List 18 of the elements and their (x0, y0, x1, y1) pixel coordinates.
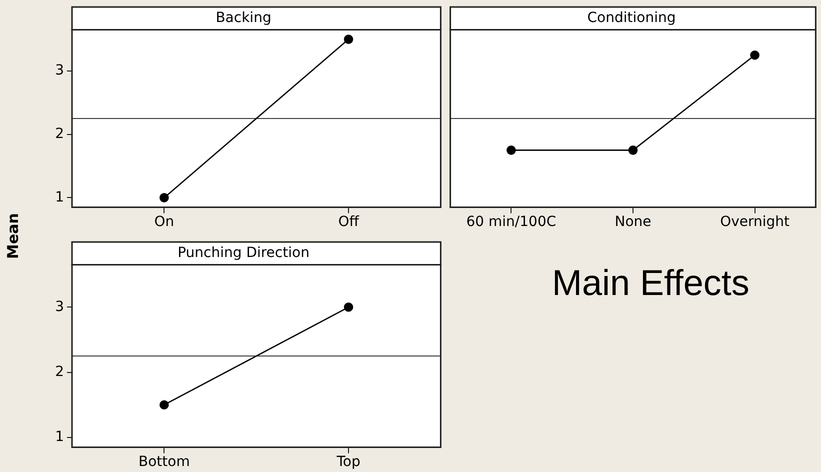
x-tick-label: Off (338, 214, 360, 230)
chart-title: Conditioning (587, 10, 676, 26)
chart-title: Backing (216, 10, 272, 26)
x-tick-label: On (154, 214, 174, 230)
text: Main Effects (552, 262, 750, 304)
y-tick-label: 3 (55, 298, 64, 315)
y-tick-label: 3 (55, 62, 64, 79)
y-tick-label: 2 (55, 364, 64, 380)
x-tick-label: Bottom (138, 454, 190, 470)
x-tick-label: Overnight (720, 214, 790, 230)
y-tick-label: 1 (55, 189, 64, 206)
y-tick-label: 1 (55, 429, 64, 446)
x-tick-label: None (614, 214, 652, 230)
chart-title: Punching Direction (178, 245, 310, 262)
y-tick-label: 2 (55, 126, 64, 142)
y-axis-title: Mean (4, 213, 22, 259)
x-tick-label: 60 min/100C (466, 214, 556, 230)
x-tick-label: Top (336, 454, 360, 470)
